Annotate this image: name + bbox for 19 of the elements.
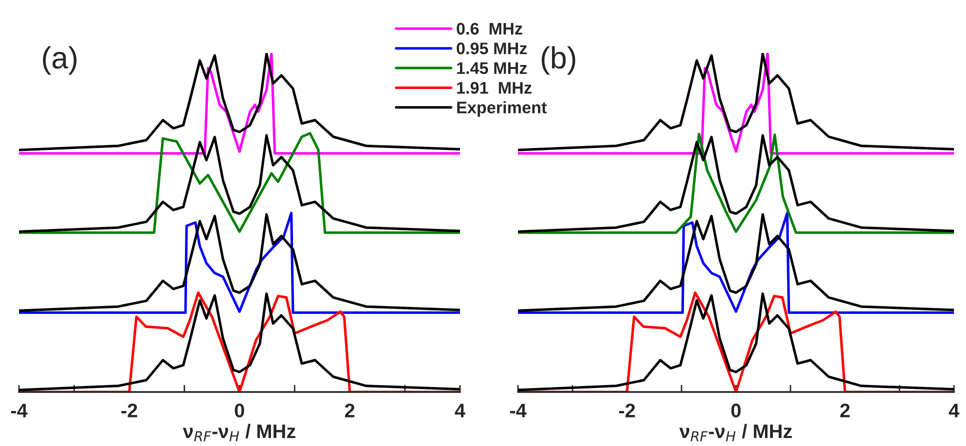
x-tick-label: 4	[454, 404, 466, 418]
x-tick-label: 0	[731, 404, 741, 418]
x-tick-label: -2	[619, 404, 635, 418]
x-tick-label: -4	[11, 404, 28, 418]
legend-label: 1.91 MHz	[457, 82, 532, 94]
x-tick-label: -2	[121, 404, 138, 418]
legend-label: 0.6 MHz	[456, 22, 522, 35]
legend-label: 0.95 MHz	[456, 42, 527, 54]
x-tick-label: 0	[234, 404, 244, 418]
x-tick-label: 2	[840, 404, 850, 418]
x-tick-label: 4	[948, 404, 960, 418]
annotation: (b)	[542, 46, 576, 75]
x-axis-title: ν$_{RF}$-ν$_{H}$ / MHz	[679, 424, 792, 442]
legend-label: Experiment	[457, 101, 547, 117]
legend-label: 1.45 MHz	[457, 62, 527, 74]
x-tick-label: -4	[510, 404, 527, 418]
annotation: (a)	[42, 46, 76, 75]
x-axis-title: ν$_{RF}$-ν$_{H}$ / MHz	[182, 424, 296, 442]
x-tick-label: 2	[345, 404, 354, 418]
